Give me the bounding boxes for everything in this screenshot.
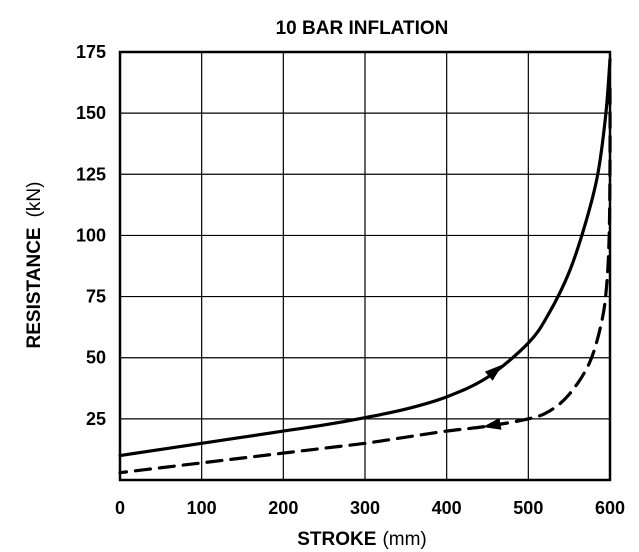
x-tick-label: 300: [350, 498, 380, 518]
y-axis-label: RESISTANCE: [24, 227, 45, 348]
y-axis-unit: (kN): [24, 182, 45, 218]
y-tick-labels: 25 50 75 100 125 150 175: [76, 42, 106, 429]
x-tick-label: 400: [432, 498, 462, 518]
x-axis-label: STROKE: [297, 529, 376, 550]
series-line-dashed: [118, 87, 612, 475]
x-tick-label: 200: [268, 498, 298, 518]
grid: [119, 51, 611, 480]
series-direction-arrow: [484, 364, 503, 381]
x-tick-label: 0: [115, 498, 125, 518]
plot-frame: [118, 50, 612, 482]
x-tick-label: 600: [595, 498, 625, 518]
series-direction-arrow: [482, 417, 502, 430]
y-tick-label: 125: [76, 164, 106, 184]
chart-title: 10 BAR INFLATION: [276, 18, 449, 39]
series-line-solid: [118, 57, 612, 458]
x-axis-unit: (mm): [382, 529, 426, 550]
y-tick-label: 150: [76, 103, 106, 123]
x-axis-title: STROKE (mm): [297, 529, 427, 550]
y-tick-label: 175: [76, 42, 106, 62]
y-tick-label: 75: [86, 287, 106, 307]
y-tick-label: 25: [86, 409, 106, 429]
series-layer: [118, 57, 612, 475]
y-axis-title: RESISTANCE (kN): [24, 182, 45, 349]
x-tick-label: 100: [187, 498, 217, 518]
y-tick-label: 50: [86, 348, 106, 368]
x-tick-labels: 0 100 200 300 400 500 600: [115, 498, 625, 518]
x-tick-label: 500: [513, 498, 543, 518]
y-tick-label: 100: [76, 225, 106, 245]
